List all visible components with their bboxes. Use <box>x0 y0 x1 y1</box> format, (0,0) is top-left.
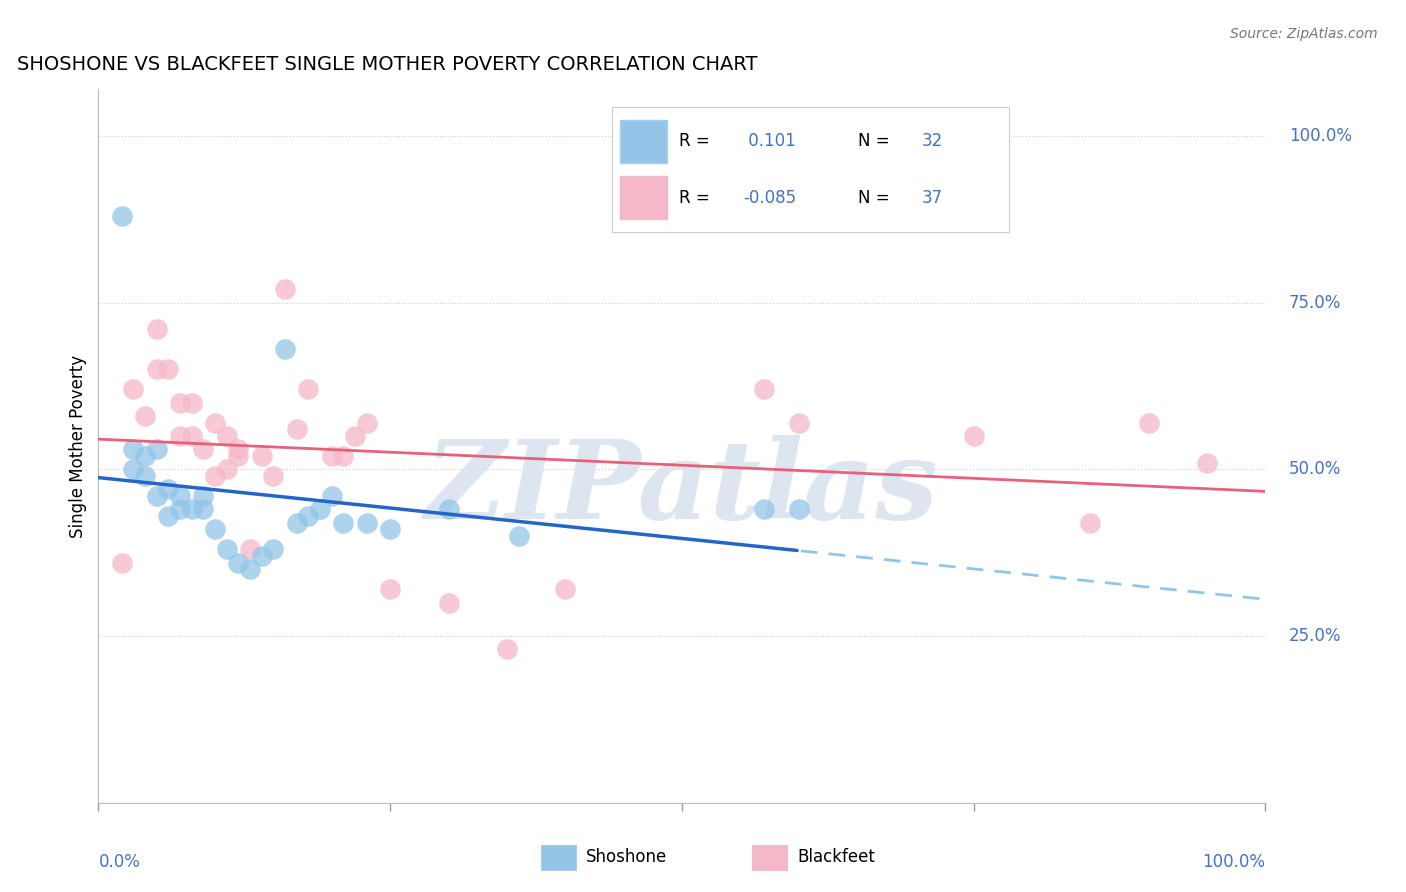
Point <box>356 516 378 530</box>
Point <box>228 556 250 570</box>
Point <box>274 343 297 357</box>
Point <box>344 429 367 443</box>
Point <box>378 522 402 536</box>
Text: 0.101: 0.101 <box>742 132 796 151</box>
Point <box>111 209 134 223</box>
Point <box>157 362 180 376</box>
Point <box>554 582 576 597</box>
Point <box>169 395 191 409</box>
Point <box>122 382 145 396</box>
Text: 100.0%: 100.0% <box>1202 853 1265 871</box>
Text: 25.0%: 25.0% <box>1289 627 1341 645</box>
Point <box>321 449 343 463</box>
Point <box>1080 516 1102 530</box>
Text: 50.0%: 50.0% <box>1289 460 1341 478</box>
Text: 75.0%: 75.0% <box>1289 293 1341 311</box>
Point <box>146 442 169 457</box>
Text: Blackfeet: Blackfeet <box>797 848 875 866</box>
Point <box>169 489 191 503</box>
Point <box>146 489 169 503</box>
Point <box>134 449 156 463</box>
Point <box>169 502 191 516</box>
Point <box>787 416 810 430</box>
Point <box>297 382 319 396</box>
Point <box>285 516 308 530</box>
Point <box>262 469 284 483</box>
Point <box>262 542 284 557</box>
Text: 100.0%: 100.0% <box>1289 127 1351 145</box>
Text: -0.085: -0.085 <box>742 188 796 207</box>
Point <box>122 442 145 457</box>
Text: ZIPatlas: ZIPatlas <box>425 435 939 542</box>
Y-axis label: Single Mother Poverty: Single Mother Poverty <box>69 354 87 538</box>
Point <box>285 422 308 436</box>
Text: N =: N = <box>858 132 894 151</box>
Point <box>180 429 202 443</box>
Point <box>157 509 180 524</box>
Point <box>437 596 460 610</box>
Point <box>204 469 226 483</box>
Point <box>297 509 319 524</box>
Point <box>146 362 169 376</box>
Point <box>215 462 238 476</box>
Point <box>250 549 273 563</box>
Point <box>752 382 775 396</box>
Text: 0.0%: 0.0% <box>98 853 141 871</box>
Point <box>274 282 297 296</box>
Point <box>169 429 191 443</box>
Text: R =: R = <box>679 188 716 207</box>
Point <box>157 483 180 497</box>
Point <box>437 502 460 516</box>
Point <box>215 542 238 557</box>
Point <box>332 516 354 530</box>
Point <box>146 322 169 336</box>
Point <box>193 442 215 457</box>
Point <box>1195 456 1218 470</box>
Point <box>1137 416 1160 430</box>
Point <box>193 489 215 503</box>
FancyBboxPatch shape <box>620 176 668 219</box>
Point <box>180 395 202 409</box>
Point <box>321 489 343 503</box>
Point <box>204 416 226 430</box>
Point <box>204 522 226 536</box>
Point <box>122 462 145 476</box>
Point <box>250 449 273 463</box>
Point <box>356 416 378 430</box>
Point <box>495 642 517 657</box>
Text: Source: ZipAtlas.com: Source: ZipAtlas.com <box>1230 27 1378 41</box>
FancyBboxPatch shape <box>620 120 668 163</box>
Point <box>111 556 134 570</box>
Text: N =: N = <box>858 188 894 207</box>
Point <box>309 502 332 516</box>
Point <box>332 449 354 463</box>
Point <box>193 502 215 516</box>
Point <box>962 429 984 443</box>
Point <box>752 502 775 516</box>
Point <box>228 442 250 457</box>
Point <box>508 529 530 543</box>
Point <box>228 449 250 463</box>
Text: 32: 32 <box>921 132 942 151</box>
Point <box>239 562 262 576</box>
Text: Shoshone: Shoshone <box>586 848 668 866</box>
Point <box>378 582 402 597</box>
Text: SHOSHONE VS BLACKFEET SINGLE MOTHER POVERTY CORRELATION CHART: SHOSHONE VS BLACKFEET SINGLE MOTHER POVE… <box>17 54 758 74</box>
Point <box>134 409 156 423</box>
Text: 37: 37 <box>921 188 942 207</box>
Point <box>239 542 262 557</box>
Point <box>134 469 156 483</box>
Point <box>787 502 810 516</box>
Point <box>215 429 238 443</box>
Text: R =: R = <box>679 132 716 151</box>
Point <box>180 502 202 516</box>
